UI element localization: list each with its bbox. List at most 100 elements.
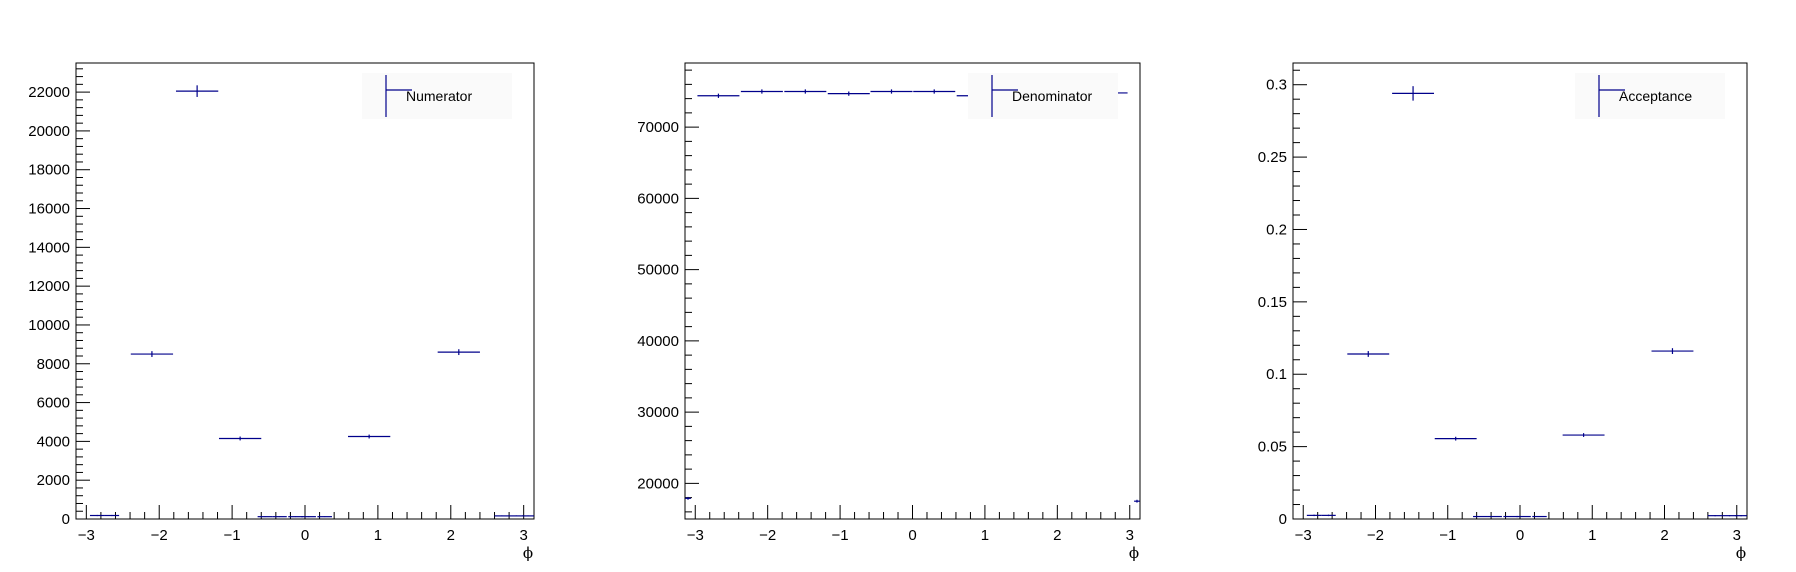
y-tick-label: 14000 (28, 239, 70, 256)
x-tick-label: −1 (832, 527, 849, 544)
x-tick-label: −2 (151, 527, 168, 544)
data-point (1651, 348, 1694, 354)
legend: Acceptance (1575, 73, 1725, 119)
data-point (437, 349, 480, 356)
legend: Denominator (968, 73, 1118, 119)
y-tick-label: 10000 (28, 317, 70, 334)
x-tick-label: 0 (1516, 527, 1524, 544)
data-point (272, 516, 287, 518)
y-tick-label: 2000 (37, 472, 70, 489)
data-point (494, 515, 510, 517)
data-point (1473, 515, 1488, 518)
acceptance-panel: −3 −2 −1 0 1 2 3ϕ 0 0.05 0.1 0.15 0.2 0.25 0.3 Accepta… (1258, 62, 1748, 562)
y-tick-label: 18000 (28, 162, 70, 179)
x-tick-label: 2 (1660, 527, 1668, 544)
plot-frame (1292, 62, 1748, 520)
data-point (1306, 514, 1322, 517)
x-axis-title: ϕ (1736, 544, 1746, 562)
x-tick-label: 3 (1126, 527, 1134, 544)
denominator-panel: −3 −2 −1 0 1 2 3ϕ 20000 30000 40000 50000 60000 7000… (637, 62, 1141, 562)
plot-frame (75, 62, 535, 520)
data-point (130, 351, 174, 357)
data-point (697, 93, 740, 98)
legend: Numerator (362, 73, 512, 119)
y-tick-label: 0 (1279, 511, 1287, 528)
y-tick-label: 0 (62, 511, 70, 528)
data-point (1503, 515, 1518, 518)
y-tick-label: 0.15 (1258, 294, 1287, 311)
data-point (1487, 515, 1502, 518)
y-tick-label: 0.25 (1258, 149, 1287, 166)
x-tick-label: 3 (520, 527, 528, 544)
y-tick-label: 70000 (637, 119, 679, 136)
y-tick-label: 50000 (637, 262, 679, 279)
legend-label: Denominator (1012, 88, 1092, 104)
data-point (740, 89, 783, 94)
data-point (1735, 515, 1747, 517)
data-point (288, 516, 303, 518)
data-point (509, 515, 524, 517)
x-tick-label: −3 (1295, 527, 1312, 544)
data-point (1516, 515, 1531, 518)
data-point (257, 516, 273, 518)
y-tick-label: 4000 (37, 433, 70, 450)
x-tick-label: 2 (447, 527, 455, 544)
x-tick-label: −3 (78, 527, 95, 544)
y-tick-label: 60000 (637, 190, 679, 207)
data-point (317, 516, 332, 518)
data-point (1434, 436, 1477, 441)
data-point (870, 89, 913, 94)
y-tick-label: 0.3 (1266, 77, 1287, 94)
y-tick-label: 40000 (637, 333, 679, 350)
y-tick-label: 0.05 (1258, 439, 1287, 456)
data-point (1134, 499, 1140, 503)
data-point (348, 434, 391, 439)
data-point (827, 91, 870, 96)
y-tick-label: 6000 (37, 395, 70, 412)
x-tick-label: −2 (759, 527, 776, 544)
data-point (784, 89, 827, 94)
x-tick-label: −1 (224, 527, 241, 544)
x-axis-title: ϕ (523, 544, 533, 562)
y-tick-label: 0.2 (1266, 221, 1287, 238)
data-point (1532, 515, 1547, 518)
data-point (1707, 515, 1723, 517)
numerator-panel: −3 −2 −1 0 1 2 3ϕ 0 2000 4000 6000 8000 10000 12000 14… (28, 62, 535, 562)
data-point (685, 496, 691, 500)
data-point (522, 515, 534, 517)
data-point (913, 89, 956, 94)
data-point (1321, 514, 1336, 517)
y-tick-label: 8000 (37, 356, 70, 373)
x-tick-label: 0 (301, 527, 309, 544)
data-point (1562, 433, 1605, 437)
x-tick-label: 1 (374, 527, 382, 544)
x-tick-label: 3 (1733, 527, 1741, 544)
plot-frame (684, 62, 1141, 520)
x-tick-label: 2 (1053, 527, 1061, 544)
x-tick-label: 1 (981, 527, 989, 544)
y-tick-label: 22000 (28, 84, 70, 101)
legend-label: Acceptance (1619, 88, 1692, 104)
x-tick-label: −3 (687, 527, 704, 544)
data-point (175, 85, 219, 97)
x-tick-label: −2 (1367, 527, 1384, 544)
data-point (104, 514, 120, 517)
x-tick-label: 1 (1588, 527, 1596, 544)
x-tick-label: 0 (908, 527, 916, 544)
data-point (1392, 86, 1435, 101)
y-tick-label: 0.1 (1266, 366, 1287, 383)
data-point (1722, 515, 1737, 517)
y-tick-label: 30000 (637, 404, 679, 421)
y-tick-label: 20000 (637, 475, 679, 492)
data-point (89, 514, 105, 517)
data-point (1347, 351, 1390, 357)
data-point (301, 516, 316, 518)
y-tick-label: 16000 (28, 201, 70, 218)
legend-label: Numerator (406, 88, 472, 104)
data-point (218, 436, 262, 441)
y-tick-label: 20000 (28, 123, 70, 140)
x-axis-title: ϕ (1129, 544, 1139, 562)
x-tick-label: −1 (1439, 527, 1456, 544)
y-tick-label: 12000 (28, 278, 70, 295)
